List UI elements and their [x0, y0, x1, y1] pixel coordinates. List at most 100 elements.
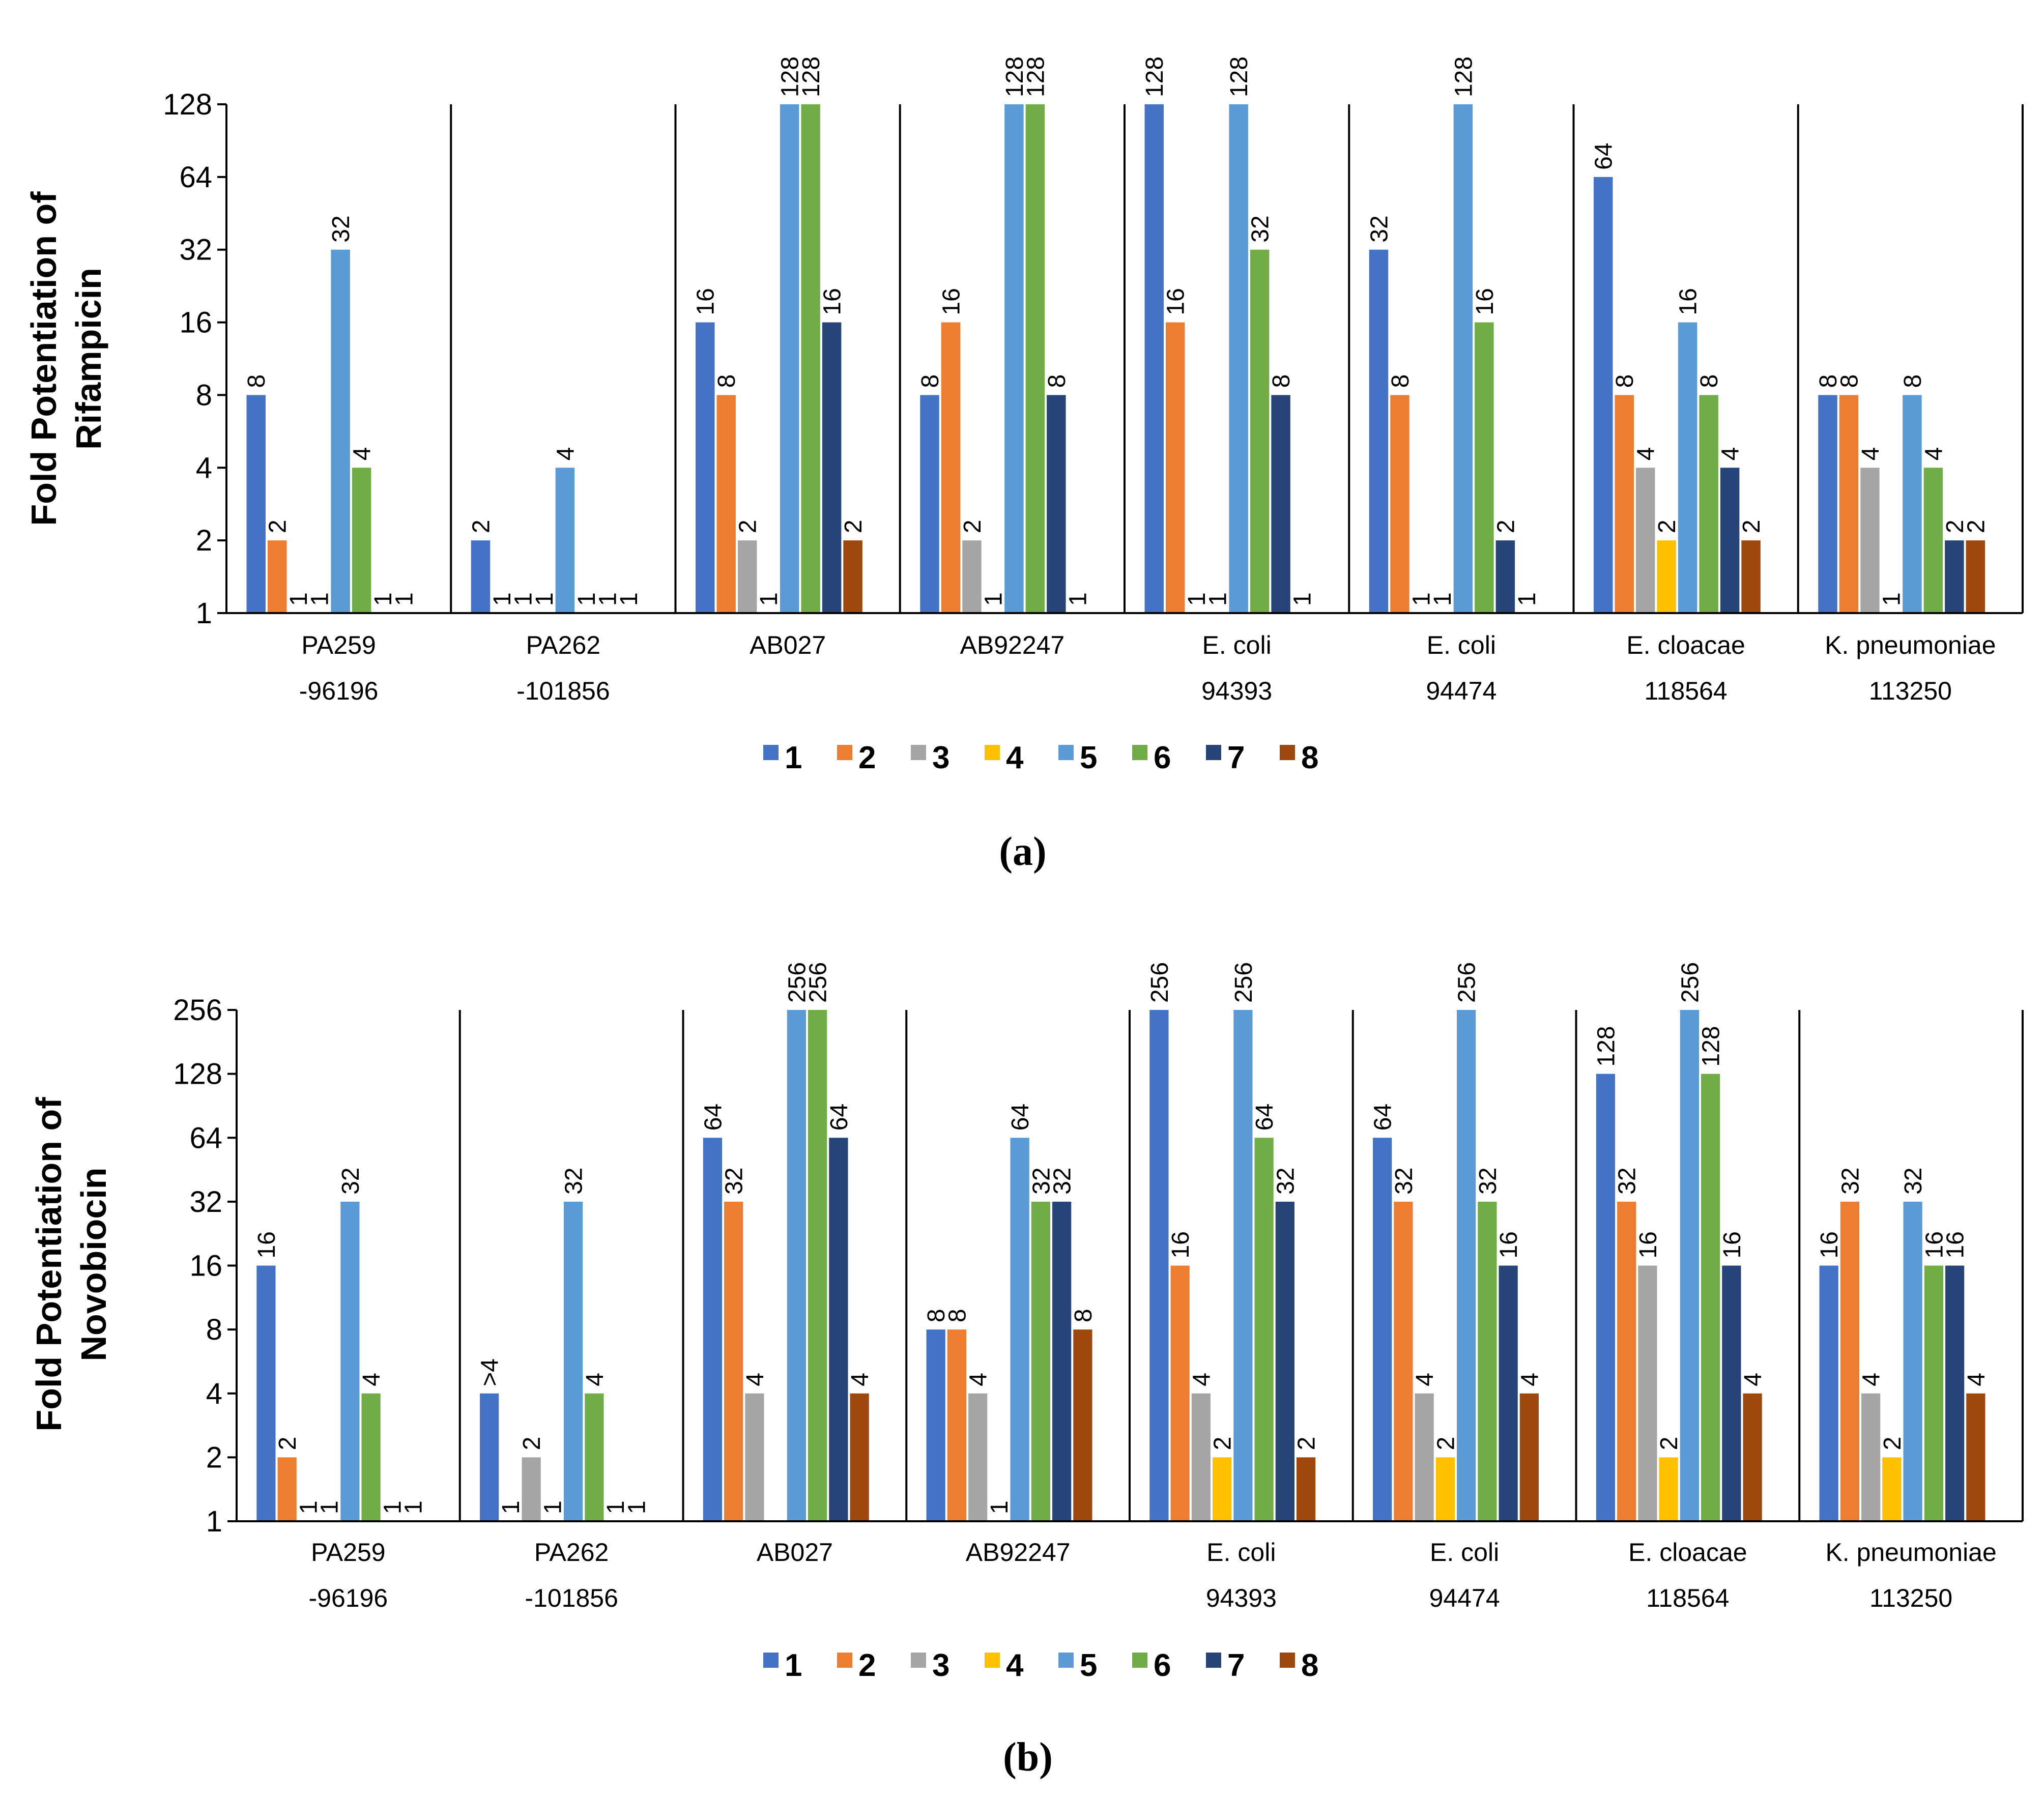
data-label: 128 — [1450, 56, 1477, 97]
bar — [780, 104, 799, 613]
data-label: 1 — [602, 1500, 629, 1514]
legend-label: 6 — [1154, 740, 1171, 775]
data-label: 2 — [1432, 1437, 1459, 1451]
data-label: 1 — [498, 1500, 525, 1514]
bar — [1149, 1010, 1169, 1521]
data-label: 64 — [1251, 1104, 1278, 1131]
data-label: 128 — [1022, 56, 1049, 97]
legend-swatch — [1206, 1653, 1221, 1668]
data-label: 16 — [1495, 1231, 1522, 1258]
data-label: 64 — [826, 1104, 853, 1131]
y-tick-label: 128 — [173, 1058, 222, 1091]
bar — [1073, 1329, 1092, 1521]
bar — [1722, 1265, 1741, 1521]
category-label: PA259 — [301, 631, 376, 659]
bar — [1275, 1201, 1294, 1521]
y-tick-label: 4 — [206, 1377, 222, 1410]
bar — [1390, 395, 1409, 613]
data-label: 4 — [1633, 447, 1660, 461]
bar — [716, 395, 736, 613]
data-label: 1 — [1429, 592, 1456, 606]
data-label: 1 — [400, 1500, 427, 1514]
y-axis-title-line: Rifampicin — [69, 268, 108, 450]
bar — [1678, 322, 1697, 613]
bar — [829, 1138, 848, 1521]
category-label: 94474 — [1429, 1584, 1500, 1612]
bar — [843, 540, 862, 613]
bar — [1903, 1201, 1922, 1521]
data-label: 1 — [307, 592, 334, 606]
legend-label: 1 — [785, 740, 802, 775]
data-label: 16 — [1472, 288, 1499, 315]
legend-swatch — [1132, 745, 1147, 760]
data-label: 256 — [1454, 962, 1481, 1003]
bar — [1435, 1457, 1455, 1521]
legend-label: 7 — [1227, 740, 1245, 775]
bar — [696, 322, 715, 613]
bar — [1743, 1393, 1762, 1521]
legend-label: 6 — [1154, 1648, 1171, 1683]
data-label: 4 — [1740, 1373, 1767, 1386]
bar — [1004, 104, 1024, 613]
y-tick-label: 8 — [206, 1313, 222, 1346]
data-label: 1 — [1514, 592, 1541, 606]
bar — [1254, 1138, 1274, 1521]
bar — [1699, 395, 1718, 613]
data-label: 32 — [1272, 1167, 1299, 1194]
bar — [968, 1393, 988, 1521]
bar — [1617, 1201, 1636, 1521]
y-tick-label: 1 — [196, 597, 212, 630]
bar — [947, 1329, 967, 1521]
data-label: 2 — [840, 519, 867, 533]
data-label: 2 — [1210, 1437, 1236, 1451]
legend-swatch — [985, 1653, 1000, 1668]
data-label: 16 — [1635, 1231, 1662, 1258]
bar — [1229, 104, 1248, 613]
data-label: 8 — [1815, 374, 1842, 388]
data-label: 16 — [1719, 1231, 1746, 1258]
y-axis-title-line: Fold Potentiation of — [29, 1097, 69, 1432]
bar — [1860, 468, 1880, 613]
data-label: 32 — [1028, 1167, 1055, 1194]
data-label: 128 — [1141, 56, 1168, 97]
bar — [352, 468, 371, 613]
data-label: 1 — [370, 592, 397, 606]
bar — [1031, 1201, 1050, 1521]
bar — [564, 1201, 583, 1521]
data-label: 4 — [1920, 447, 1947, 461]
category-label: AB92247 — [960, 631, 1065, 659]
bar — [1819, 1265, 1838, 1521]
bar — [361, 1393, 381, 1521]
data-label: 32 — [337, 1167, 364, 1194]
bar — [1213, 1457, 1232, 1521]
data-label: 1 — [1184, 592, 1211, 606]
legend-swatch — [837, 745, 852, 760]
bar — [246, 395, 266, 613]
data-label: 128 — [1593, 1026, 1620, 1067]
category-label: PA259 — [311, 1538, 385, 1567]
legend-swatch — [1280, 745, 1295, 760]
data-label: 64 — [1591, 142, 1618, 169]
data-label: 32 — [1475, 1167, 1502, 1194]
legend-swatch — [1206, 745, 1221, 760]
category-label: 113250 — [1869, 1584, 1952, 1612]
data-label: 2 — [1654, 519, 1681, 533]
category-label: AB92247 — [966, 1538, 1071, 1567]
category-label: 118564 — [1645, 677, 1728, 705]
y-tick-label: 256 — [173, 994, 222, 1027]
data-label: 4 — [965, 1373, 992, 1386]
data-label: 2 — [274, 1437, 301, 1451]
data-label: 1 — [980, 592, 1007, 606]
legend-swatch — [1132, 1653, 1147, 1668]
category-label: -96196 — [309, 1584, 388, 1612]
legend-swatch — [911, 1653, 926, 1668]
category-label: -101856 — [525, 1584, 618, 1612]
data-label: 4 — [1516, 1373, 1543, 1386]
data-label: 1 — [616, 592, 643, 606]
bar — [1296, 1457, 1316, 1521]
data-label: 32 — [1049, 1167, 1076, 1194]
bar — [1144, 104, 1164, 613]
data-label: 32 — [1391, 1167, 1418, 1194]
legend-swatch — [763, 1653, 779, 1668]
